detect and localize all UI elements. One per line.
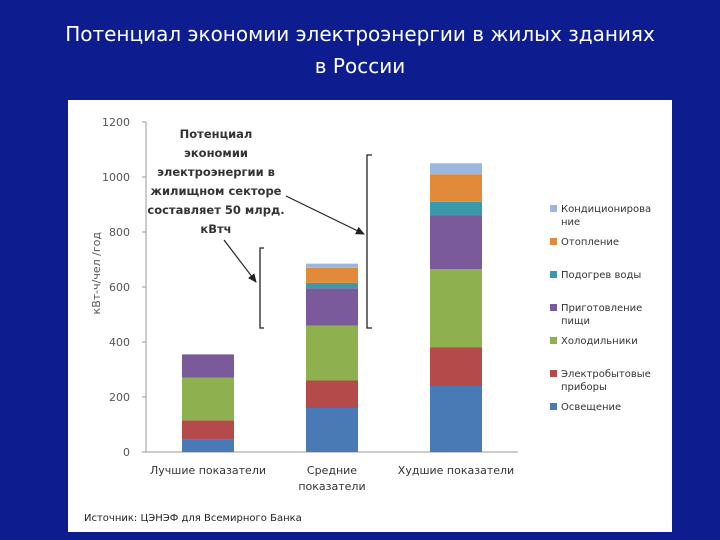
x-category-label: Худшие показатели: [398, 464, 514, 477]
legend-label: Электробытовые: [561, 369, 651, 380]
bar-segment: [182, 439, 234, 452]
x-category-label: Средние: [307, 464, 357, 477]
x-category-label: Лучшие показатели: [150, 464, 266, 477]
bar-segment: [430, 269, 482, 348]
bar-segment: [430, 163, 482, 175]
y-tick-label: 1200: [102, 116, 130, 129]
legend-label: Отопление: [561, 237, 619, 248]
bar-segment: [306, 380, 358, 408]
legend-swatch: [550, 205, 557, 212]
bar-segment: [306, 282, 358, 289]
legend-label: Приготовление: [561, 303, 642, 314]
bracket-worst-bar: [366, 154, 372, 329]
legend-swatch: [550, 238, 557, 245]
bar-segment: [306, 267, 358, 283]
annotation-text-line: Потенциал: [180, 127, 253, 141]
annotation-text-line: кВтч: [200, 222, 231, 236]
annotation-text-line: жилищном секторе: [151, 184, 282, 198]
y-tick-label: 600: [109, 281, 130, 294]
legend-label: Кондиционирова: [561, 204, 651, 215]
bracket-middle-bar: [259, 247, 264, 329]
bar-segment: [430, 174, 482, 202]
legend-swatch: [550, 271, 557, 278]
legend-label: приборы: [561, 382, 607, 393]
bar-segment: [430, 215, 482, 270]
bar-segment: [430, 201, 482, 216]
legend-label: пищи: [561, 316, 590, 327]
chart-panel: 0 200 400 600 800 1000 1200 кВт-ч/чел /год Лучши…: [68, 100, 672, 532]
y-tick-label: 1000: [102, 171, 130, 184]
legend-label: ние: [561, 217, 580, 228]
bar-segment: [430, 347, 482, 386]
bar-segment: [182, 377, 234, 421]
y-tick-label: 200: [109, 391, 130, 404]
bar-segment: [182, 354, 234, 378]
legend-label: Освещение: [561, 402, 621, 413]
annotation-arrow: [285, 195, 365, 235]
bar-segment: [306, 288, 358, 326]
source-note: Источник: ЦЭНЭФ для Всемирного Банка: [84, 513, 302, 524]
legend-swatch: [550, 304, 557, 311]
bar-segment: [306, 325, 358, 381]
legend-swatch: [550, 370, 557, 377]
slide-title-line-2: в России: [314, 54, 406, 78]
y-tick-label: 800: [109, 226, 130, 239]
annotation-text-line: электроэнергии в: [157, 165, 275, 179]
y-tick-label: 0: [123, 446, 130, 459]
stacked-bar-chart: 0 200 400 600 800 1000 1200 кВт-ч/чел /год Лучши…: [90, 116, 651, 493]
annotation-text-line: экономии: [184, 146, 248, 160]
legend-label: Подогрев воды: [561, 270, 641, 281]
legend-swatch: [550, 403, 557, 410]
y-axis-label: кВт-ч/чел /год: [90, 232, 103, 315]
bar-segment: [306, 408, 358, 452]
y-tick-label: 400: [109, 336, 130, 349]
slide-title-line-1: Потенциал экономии электроэнергии в жилы…: [65, 22, 655, 46]
bar-segment: [306, 263, 358, 268]
legend-swatch: [550, 337, 557, 344]
annotation-arrow: [223, 239, 257, 283]
x-category-label: показатели: [298, 480, 365, 493]
legend-label: Холодильники: [561, 336, 638, 347]
bar-segment: [182, 420, 234, 440]
annotation-text-line: составляет 50 млрд.: [147, 203, 284, 217]
bar-segment: [430, 386, 482, 452]
slide-title: Потенциал экономии электроэнергии в жилы…: [0, 18, 720, 82]
